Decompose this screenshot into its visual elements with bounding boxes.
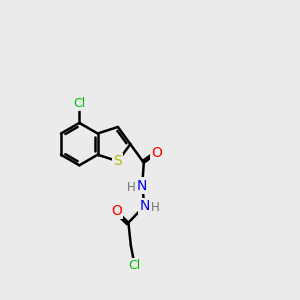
Text: S: S (113, 154, 122, 168)
Text: Cl: Cl (73, 97, 86, 110)
Text: Cl: Cl (129, 259, 141, 272)
Text: H: H (127, 181, 136, 194)
Text: N: N (137, 178, 147, 193)
Text: N: N (139, 199, 150, 213)
Text: O: O (152, 146, 162, 160)
Text: H: H (151, 201, 160, 214)
Text: O: O (111, 204, 122, 218)
